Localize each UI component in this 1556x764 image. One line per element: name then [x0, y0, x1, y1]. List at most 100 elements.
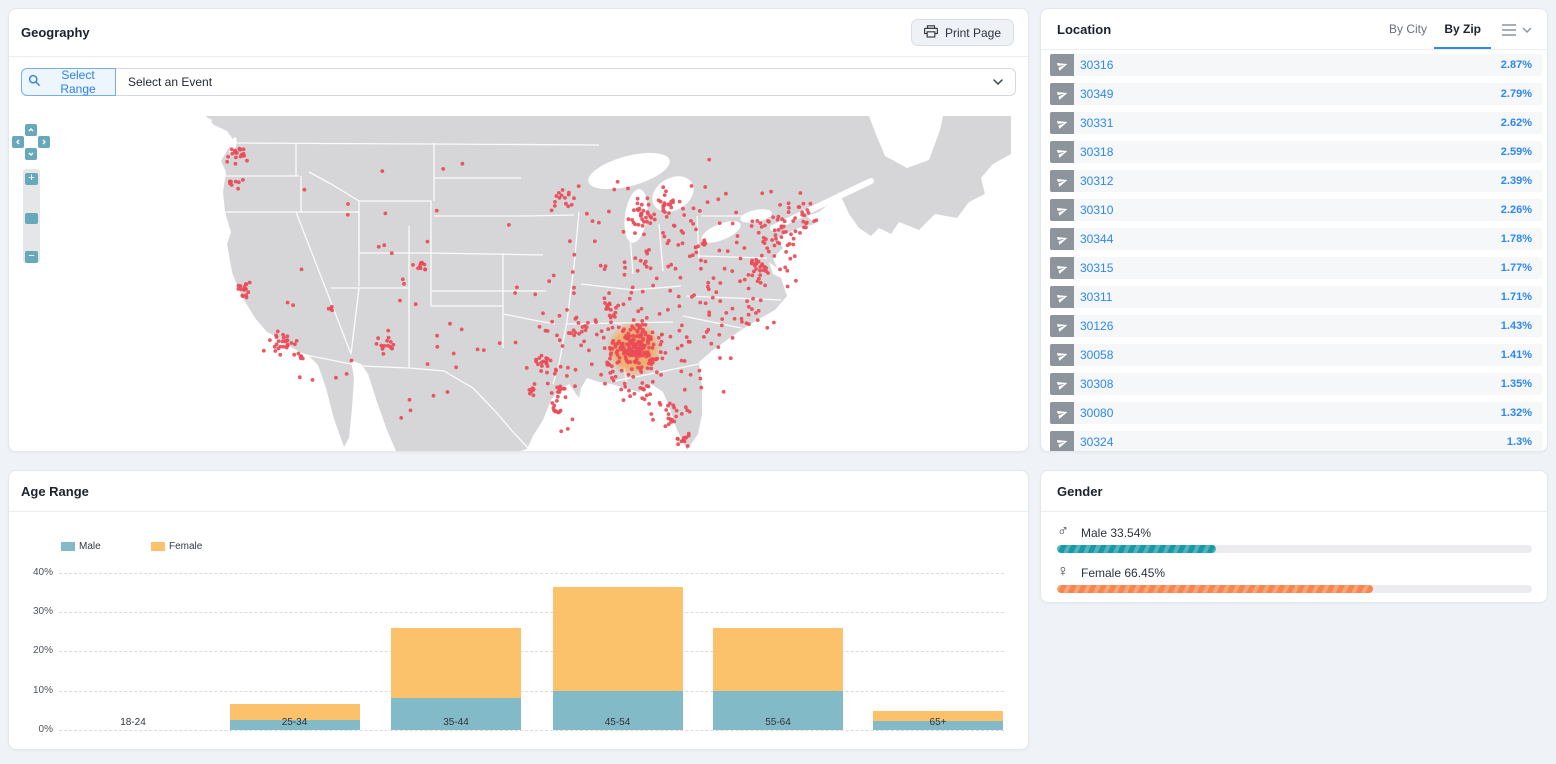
location-row[interactable]: 30311 1.71%: [1050, 286, 1542, 308]
zoom-out-button[interactable]: −: [25, 251, 38, 263]
age-range-title: Age Range: [21, 484, 89, 499]
location-row[interactable]: 30310 2.26%: [1050, 199, 1542, 221]
zip-percentage: 2.62%: [1500, 117, 1532, 129]
zoom-in-button[interactable]: +: [25, 173, 38, 185]
y-axis-tick: 20%: [32, 645, 53, 657]
zoom-slider-thumb[interactable]: [25, 213, 38, 224]
x-axis-label: 65+: [929, 717, 947, 728]
pan-up-button[interactable]: [25, 124, 37, 136]
event-select[interactable]: Select an Event: [115, 68, 1016, 96]
gender-male-row: ♂ Male 33.54%: [1057, 521, 1532, 555]
zip-link[interactable]: 30080: [1080, 406, 1114, 420]
gridline: [59, 572, 1004, 574]
y-axis-tick: 30%: [32, 605, 53, 617]
zip-link[interactable]: 30310: [1080, 203, 1114, 217]
zip-percentage: 2.79%: [1500, 88, 1532, 100]
gender-panel: Gender ♂ Male 33.54% ♀ Female 66.45%: [1040, 470, 1548, 603]
location-row[interactable]: 30318 2.59%: [1050, 141, 1542, 163]
legend-female: Female: [151, 541, 202, 552]
gender-header: Gender: [1041, 471, 1547, 512]
zip-link[interactable]: 30331: [1080, 116, 1114, 130]
bar-male-65+[interactable]: [873, 720, 1003, 730]
location-row[interactable]: 30080 1.32%: [1050, 402, 1542, 424]
female-swatch: [151, 542, 165, 551]
bar-male-35-44[interactable]: [391, 698, 521, 730]
zip-percentage: 1.32%: [1500, 407, 1532, 419]
select-range-button[interactable]: Select Range: [21, 68, 116, 96]
zip-link[interactable]: 30058: [1080, 348, 1114, 362]
female-icon: ♀: [1057, 563, 1069, 580]
list-menu-icon[interactable]: [1501, 21, 1533, 39]
location-header: Location By City By Zip: [1041, 9, 1547, 50]
zip-percentage: 1.3%: [1506, 436, 1532, 448]
y-axis-tick: 10%: [32, 684, 53, 696]
location-row[interactable]: 30312 2.39%: [1050, 170, 1542, 192]
location-list: 30316 2.87% 30349 2.79% 30331 2.62% 30318 2.59%…: [1050, 54, 1542, 451]
x-axis-label: 25-34: [281, 717, 308, 728]
event-select-value: Select an Event: [128, 75, 213, 89]
location-row[interactable]: 30349 2.79%: [1050, 83, 1542, 105]
zip-link[interactable]: 30308: [1080, 377, 1114, 391]
map-zoom-slider[interactable]: + −: [23, 169, 40, 263]
chevron-down-icon: [993, 75, 1003, 89]
navigation-arrow-icon: [1050, 170, 1074, 192]
navigation-arrow-icon: [1050, 199, 1074, 221]
zip-link[interactable]: 30316: [1080, 58, 1114, 72]
geography-header: Geography Print Page: [9, 9, 1028, 57]
navigation-arrow-icon: [1050, 54, 1074, 76]
location-row[interactable]: 30331 2.62%: [1050, 112, 1542, 134]
gender-female-row: ♀ Female 66.45%: [1057, 561, 1532, 595]
us-map[interactable]: [181, 116, 1011, 451]
legend-male-label: Male: [79, 541, 101, 552]
zip-link[interactable]: 30311: [1080, 290, 1113, 304]
y-axis-tick: 0%: [38, 724, 53, 735]
gender-male-bar: [1057, 545, 1532, 553]
zip-link[interactable]: 30324: [1080, 435, 1114, 449]
male-icon: ♂: [1057, 523, 1069, 540]
pan-down-button[interactable]: [25, 148, 37, 160]
location-row[interactable]: 30344 1.78%: [1050, 228, 1542, 250]
location-row[interactable]: 30316 2.87%: [1050, 54, 1542, 76]
legend-female-label: Female: [169, 541, 203, 552]
navigation-arrow-icon: [1050, 83, 1074, 105]
zip-percentage: 1.43%: [1500, 320, 1532, 332]
zip-link[interactable]: 30349: [1080, 87, 1114, 101]
geography-panel: Geography Print Page Select Range Select…: [8, 8, 1029, 452]
zip-link[interactable]: 30126: [1080, 319, 1114, 333]
zip-link[interactable]: 30318: [1080, 145, 1114, 159]
zip-percentage: 1.71%: [1500, 291, 1532, 303]
navigation-arrow-icon: [1050, 228, 1074, 250]
tab-by-zip[interactable]: By Zip: [1434, 9, 1491, 49]
gridline: [59, 690, 1004, 692]
zip-link[interactable]: 30315: [1080, 261, 1114, 275]
male-swatch: [61, 542, 75, 551]
location-row[interactable]: 30308 1.35%: [1050, 373, 1542, 395]
pan-right-button[interactable]: [38, 136, 50, 148]
bar-female-65+[interactable]: [873, 710, 1003, 721]
printer-icon: [923, 24, 938, 41]
location-row[interactable]: 30315 1.77%: [1050, 257, 1542, 279]
search-icon: [28, 74, 41, 90]
location-row[interactable]: 30058 1.41%: [1050, 344, 1542, 366]
location-row[interactable]: 30126 1.43%: [1050, 315, 1542, 337]
zip-link[interactable]: 30344: [1080, 232, 1114, 246]
navigation-arrow-icon: [1050, 286, 1074, 308]
bar-male-55-64[interactable]: [713, 690, 843, 730]
bar-male-25-34[interactable]: [229, 720, 360, 730]
bar-female-35-44[interactable]: [391, 628, 521, 699]
gridline: [59, 730, 1004, 731]
zip-percentage: 1.35%: [1500, 378, 1532, 390]
navigation-arrow-icon: [1050, 402, 1074, 424]
tab-by-city[interactable]: By City: [1388, 22, 1427, 36]
location-row[interactable]: 30324 1.3%: [1050, 431, 1542, 451]
bar-female-55-64[interactable]: [713, 627, 843, 691]
pan-left-button[interactable]: [12, 136, 24, 148]
gender-title: Gender: [1057, 484, 1103, 499]
zip-link[interactable]: 30312: [1080, 174, 1114, 188]
bar-male-45-54[interactable]: [552, 690, 683, 730]
bar-female-45-54[interactable]: [552, 586, 683, 691]
zip-percentage: 1.77%: [1500, 262, 1532, 274]
bar-female-25-34[interactable]: [229, 704, 360, 721]
print-page-button[interactable]: Print Page: [910, 19, 1014, 46]
